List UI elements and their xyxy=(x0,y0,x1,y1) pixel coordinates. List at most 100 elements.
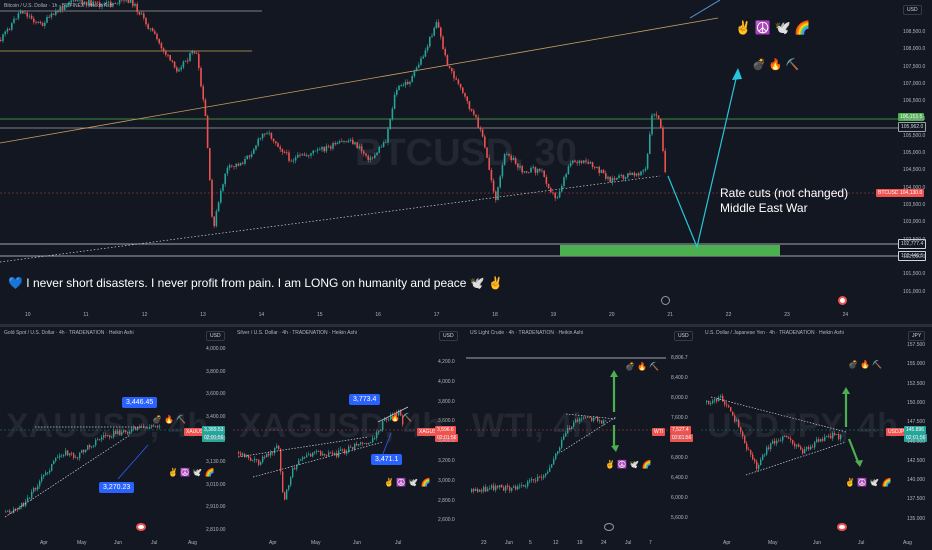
pane-silver[interactable]: Silver / U.S. Dollar · 4h · TRADENATION … xyxy=(233,327,463,550)
btc-candle xyxy=(497,187,499,201)
usdjpy-candle xyxy=(792,439,794,444)
silver-candle xyxy=(392,413,394,415)
btc-candle xyxy=(17,13,20,19)
btc-candle xyxy=(154,31,156,35)
usdjpy-candle xyxy=(746,443,748,450)
gold-candles-canvas[interactable] xyxy=(0,327,230,550)
silver-candle xyxy=(342,449,344,451)
pane-usdjpy[interactable]: U.S. Dollar / Japanese Yen · 4h · TRADEN… xyxy=(701,327,932,550)
btc-candle xyxy=(393,94,396,109)
btc-candle xyxy=(371,157,374,159)
gold-candle xyxy=(105,435,107,436)
crude-candle xyxy=(559,447,561,452)
btc-candle xyxy=(30,15,33,19)
silver-candles-canvas[interactable] xyxy=(233,327,463,550)
btc-candle xyxy=(24,12,26,14)
gold-date-axis-label: Jul xyxy=(151,540,158,546)
us-flag-event-icon[interactable] xyxy=(838,296,847,305)
gold-currency-button[interactable]: USD xyxy=(206,331,225,341)
main-chart-pane[interactable]: Bitcoin / U.S. Dollar · 1h · BITFINEX · … xyxy=(0,0,932,324)
usdjpy-candle xyxy=(832,433,834,439)
btc-candle xyxy=(468,101,471,109)
btc-candle xyxy=(266,133,268,135)
gold-candle xyxy=(7,510,9,512)
main-currency-button[interactable]: USD xyxy=(903,5,922,15)
gold-candle xyxy=(53,460,55,465)
btc-candle xyxy=(543,170,545,177)
gold-price-axis-label: 3,130.00 xyxy=(206,459,226,465)
gold-candle xyxy=(61,455,63,457)
crude-candle xyxy=(533,479,535,481)
btc-candle xyxy=(81,0,83,5)
crude-candle xyxy=(479,489,481,492)
btc-candle xyxy=(204,99,207,117)
gold-event-icon[interactable] xyxy=(136,523,146,531)
btc-candle xyxy=(316,149,319,151)
btc-candle xyxy=(558,191,561,198)
crude-candle xyxy=(527,481,529,487)
usdjpy-candle xyxy=(744,436,746,444)
btc-candle xyxy=(156,34,158,40)
btc-candle xyxy=(77,0,79,2)
horizontal-divider[interactable] xyxy=(0,324,932,327)
usdjpy-currency-button[interactable]: JPY xyxy=(908,331,926,341)
crude-candle xyxy=(535,480,537,482)
main-candles-canvas[interactable] xyxy=(0,0,932,324)
btc-candle xyxy=(294,157,297,161)
crude-currency-button[interactable]: USD xyxy=(674,331,693,341)
projection-arrow xyxy=(667,69,739,249)
gold-candle xyxy=(55,457,57,461)
gold-candle xyxy=(69,453,71,456)
btc-candle xyxy=(281,149,284,153)
gold-candle xyxy=(81,449,83,453)
btc-candle xyxy=(602,170,605,174)
crude-candle xyxy=(569,427,571,430)
gold-candle xyxy=(149,426,151,429)
gold-date-axis-label: May xyxy=(77,540,87,546)
silver-price-axis-label: 4,000.0 xyxy=(438,378,455,385)
btc-candle xyxy=(308,155,310,157)
silver-candle xyxy=(254,459,256,461)
crude-candles-canvas[interactable] xyxy=(466,327,698,550)
btc-candle xyxy=(301,154,303,156)
usdjpy-candles-canvas[interactable] xyxy=(701,327,932,550)
btc-candle xyxy=(514,157,517,164)
gold-candle xyxy=(79,452,81,459)
btc-candle xyxy=(123,0,125,1)
arrowhead xyxy=(732,68,742,80)
crude-candle xyxy=(507,485,509,487)
btc-candle xyxy=(437,22,440,28)
btc-candle xyxy=(512,157,515,161)
usdjpy-time-tag: 02:01:56 xyxy=(904,434,928,442)
btc-candle xyxy=(356,142,358,149)
silver-currency-button[interactable]: USD xyxy=(439,331,458,341)
usdjpy-event-icon[interactable] xyxy=(837,523,847,531)
gold-candle xyxy=(147,427,149,429)
crude-event-icon[interactable] xyxy=(604,523,614,531)
btc-candle xyxy=(272,138,275,142)
btc-candle xyxy=(484,136,486,148)
btc-candle xyxy=(283,152,286,153)
silver-candle xyxy=(268,453,270,456)
btc-candle xyxy=(651,115,653,135)
btc-candle xyxy=(655,114,658,116)
usdjpy-candle xyxy=(726,404,728,406)
btc-candle xyxy=(0,40,2,41)
silver-candle xyxy=(346,451,348,454)
usdjpy-emoji-bottom: ✌️ ☮️ 🕊️ 🌈 xyxy=(845,478,892,487)
btc-candle xyxy=(200,68,202,87)
crude-candle xyxy=(565,433,567,437)
event-icon[interactable] xyxy=(661,296,670,305)
btc-candle xyxy=(233,166,235,167)
crude-candle xyxy=(477,489,479,492)
btc-candle xyxy=(184,60,187,62)
btc-candle xyxy=(611,178,614,183)
btc-candle xyxy=(101,4,103,7)
btc-candle xyxy=(536,169,539,173)
pane-crude[interactable]: US Light Crude · 4h · TRADENATION · Heik… xyxy=(466,327,698,550)
pane-gold[interactable]: Gold Spot / U.S. Dollar · 4h · TRADENATI… xyxy=(0,327,230,550)
gold-candle xyxy=(45,472,47,475)
usdjpy-title: U.S. Dollar / Japanese Yen · 4h · TRADEN… xyxy=(705,330,844,336)
gold-candle xyxy=(113,430,115,437)
btc-candle xyxy=(620,174,622,176)
